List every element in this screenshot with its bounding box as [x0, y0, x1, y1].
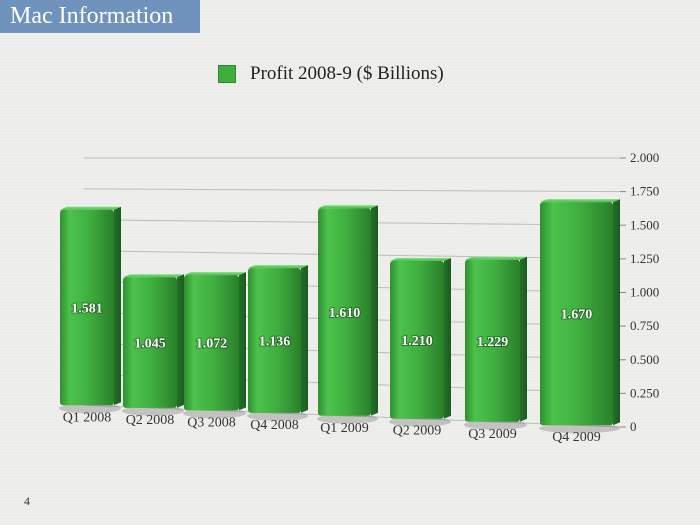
page-number: 4: [24, 494, 30, 508]
bar: 1.581: [59, 206, 121, 414]
bar-top: [390, 257, 451, 261]
y-tick-label: 2.000: [630, 150, 659, 165]
y-axis-ticks: 0 0.250 0.500 0.750 1.000 1.250 1.500 1.750 2.00…: [620, 150, 659, 434]
x-category-label: Q3 2008: [187, 415, 236, 430]
x-category-label: Q1 2009: [320, 421, 369, 436]
bar-side: [177, 274, 184, 408]
bar-side: [301, 265, 308, 413]
bar-shadow: [389, 416, 451, 427]
y-tick-label: 1.000: [630, 285, 659, 300]
chart-bars: 1.581 1.045 1.072 1.136 1.610 1.210 1.229 1.670: [59, 199, 620, 434]
bar: 1.136: [247, 265, 308, 421]
bar-shadow: [464, 419, 527, 430]
bar-shadow: [122, 405, 184, 416]
legend-label: Profit 2008-9 ($ Billions): [250, 63, 444, 84]
y-tick-label: 0: [630, 419, 637, 434]
bar-side: [613, 199, 620, 426]
bar-front: [540, 202, 613, 426]
bar: 1.229: [464, 256, 527, 430]
bar-side: [371, 205, 378, 416]
bar-front: [465, 259, 520, 422]
gridline: [83, 404, 621, 428]
bar-value-label: 1.229: [477, 335, 509, 350]
x-axis-categories: Q1 2008 Q2 2008 Q3 2008 Q4 2008 Q1 2009 Q2 20…: [63, 410, 601, 445]
bar-side: [444, 257, 451, 419]
bar-front: [60, 209, 114, 406]
bar-top: [60, 206, 121, 210]
bar-shadow: [183, 408, 246, 419]
bar-front: [123, 277, 177, 408]
bar: 1.610: [317, 205, 378, 424]
bar-value-label: 1.581: [71, 302, 103, 317]
bar: 1.210: [389, 257, 451, 427]
bar-shadow: [247, 410, 308, 421]
x-category-label: Q3 2009: [468, 427, 517, 442]
bar-top: [184, 272, 246, 276]
bar-shadow: [59, 403, 121, 414]
y-tick-label: 0.500: [630, 352, 659, 367]
legend-swatch: [218, 65, 236, 83]
x-category-label: Q4 2009: [552, 430, 601, 445]
bar-top: [540, 199, 620, 203]
bar-shadow: [539, 423, 620, 434]
bar-front: [248, 268, 301, 413]
bar-value-label: 1.045: [134, 337, 166, 352]
bar-shadow: [317, 413, 378, 424]
bar-top: [248, 265, 308, 269]
bar-front: [184, 275, 239, 411]
bar-value-label: 1.072: [196, 337, 228, 352]
bar-side: [114, 206, 121, 406]
bar-side: [520, 256, 527, 422]
bar: 1.045: [122, 274, 184, 416]
y-tick-label: 1.750: [630, 184, 659, 199]
y-tick-label: 0.250: [630, 385, 659, 400]
bar-side: [239, 272, 246, 411]
x-category-label: Q2 2009: [393, 424, 442, 439]
y-tick-label: 1.500: [630, 217, 659, 232]
bar-front: [318, 208, 371, 416]
y-tick-label: 1.250: [630, 251, 659, 266]
bar-top: [318, 205, 378, 209]
bar-front: [390, 260, 444, 419]
x-category-label: Q4 2008: [250, 418, 299, 433]
bar-top: [123, 274, 184, 278]
bar-value-label: 1.210: [401, 334, 433, 349]
bar-value-label: 1.670: [561, 308, 593, 323]
chart-legend: Profit 2008-9 ($ Billions): [218, 62, 444, 86]
bar: 1.072: [183, 272, 246, 419]
bar: 1.670: [539, 199, 620, 434]
gridline: [83, 188, 621, 193]
x-category-label: Q2 2008: [126, 413, 175, 428]
y-tick-label: 0.750: [630, 318, 659, 333]
bar-value-label: 1.610: [329, 306, 361, 321]
x-category-label: Q1 2008: [63, 410, 112, 425]
slide-title: Mac Information: [0, 0, 200, 33]
bar-top: [465, 256, 527, 260]
bar-value-label: 1.136: [259, 335, 291, 350]
